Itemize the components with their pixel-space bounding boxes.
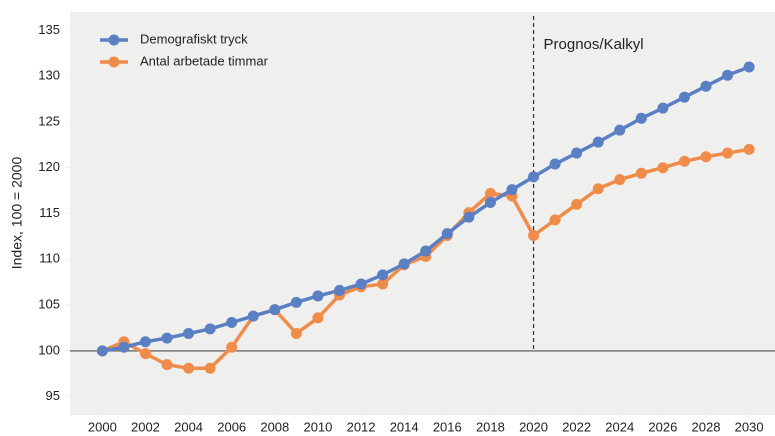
legend-marker [108,34,120,46]
y-tick-label: 100 [38,342,60,357]
y-axis-label: Index, 100 = 2000 [9,157,25,270]
x-tick-label: 2016 [433,419,462,434]
marker [139,348,151,360]
x-tick-label: 2006 [217,419,246,434]
y-tick-label: 110 [39,251,60,266]
marker [420,245,432,257]
x-tick-label: 2024 [605,419,634,434]
legend-label: Demografiskt tryck [140,31,248,46]
marker [183,362,195,374]
y-tick-label: 120 [38,159,60,174]
x-tick-label: 2002 [131,419,160,434]
y-tick-label: 130 [38,68,60,83]
x-tick-label: 2010 [303,419,332,434]
marker [700,80,712,92]
marker [484,187,496,199]
marker [657,162,669,174]
legend-marker [108,56,120,68]
y-tick-label: 105 [38,297,60,312]
x-tick-label: 2030 [735,419,764,434]
marker [722,147,734,159]
marker [183,327,195,339]
marker [614,124,626,136]
marker [571,147,583,159]
marker [614,174,626,186]
x-tick-label: 2012 [347,419,376,434]
marker [226,316,238,328]
marker [722,69,734,81]
marker [118,341,130,353]
marker [657,102,669,114]
x-tick-label: 2028 [692,419,721,434]
marker [571,198,583,210]
marker [743,61,755,73]
marker [549,158,561,170]
marker [743,143,755,155]
marker [96,345,108,357]
marker [506,184,518,196]
marker [678,91,690,103]
annotation: Prognos/Kalkyl [544,36,644,53]
marker [441,228,453,240]
marker [463,211,475,223]
marker [161,332,173,344]
marker [528,229,540,241]
y-tick-label: 135 [38,22,60,37]
marker [161,359,173,371]
marker [312,312,324,324]
legend-label: Antal arbetade timmar [140,53,269,68]
marker [204,362,216,374]
marker [528,171,540,183]
marker [635,167,647,179]
marker [139,336,151,348]
marker [700,151,712,163]
x-tick-label: 2018 [476,419,505,434]
marker [398,258,410,270]
x-tick-label: 2000 [88,419,117,434]
marker [333,284,345,296]
marker [290,296,302,308]
y-tick-label: 115 [39,205,60,220]
marker [290,327,302,339]
plot-area [70,12,775,415]
marker [678,155,690,167]
x-tick-label: 2026 [648,419,677,434]
marker [226,341,238,353]
marker [377,269,389,281]
marker [592,183,604,195]
x-tick-label: 2004 [174,419,203,434]
x-tick-label: 2014 [390,419,419,434]
y-tick-label: 125 [38,113,60,128]
marker [247,310,259,322]
marker [635,112,647,124]
marker [269,304,281,316]
marker [592,136,604,148]
marker [312,290,324,302]
marker [377,278,389,290]
x-tick-label: 2022 [562,419,591,434]
marker [484,197,496,209]
marker [204,323,216,335]
x-tick-label: 2008 [260,419,289,434]
marker [549,214,561,226]
y-tick-label: 95 [46,388,60,403]
marker [355,278,367,290]
x-tick-label: 2020 [519,419,548,434]
